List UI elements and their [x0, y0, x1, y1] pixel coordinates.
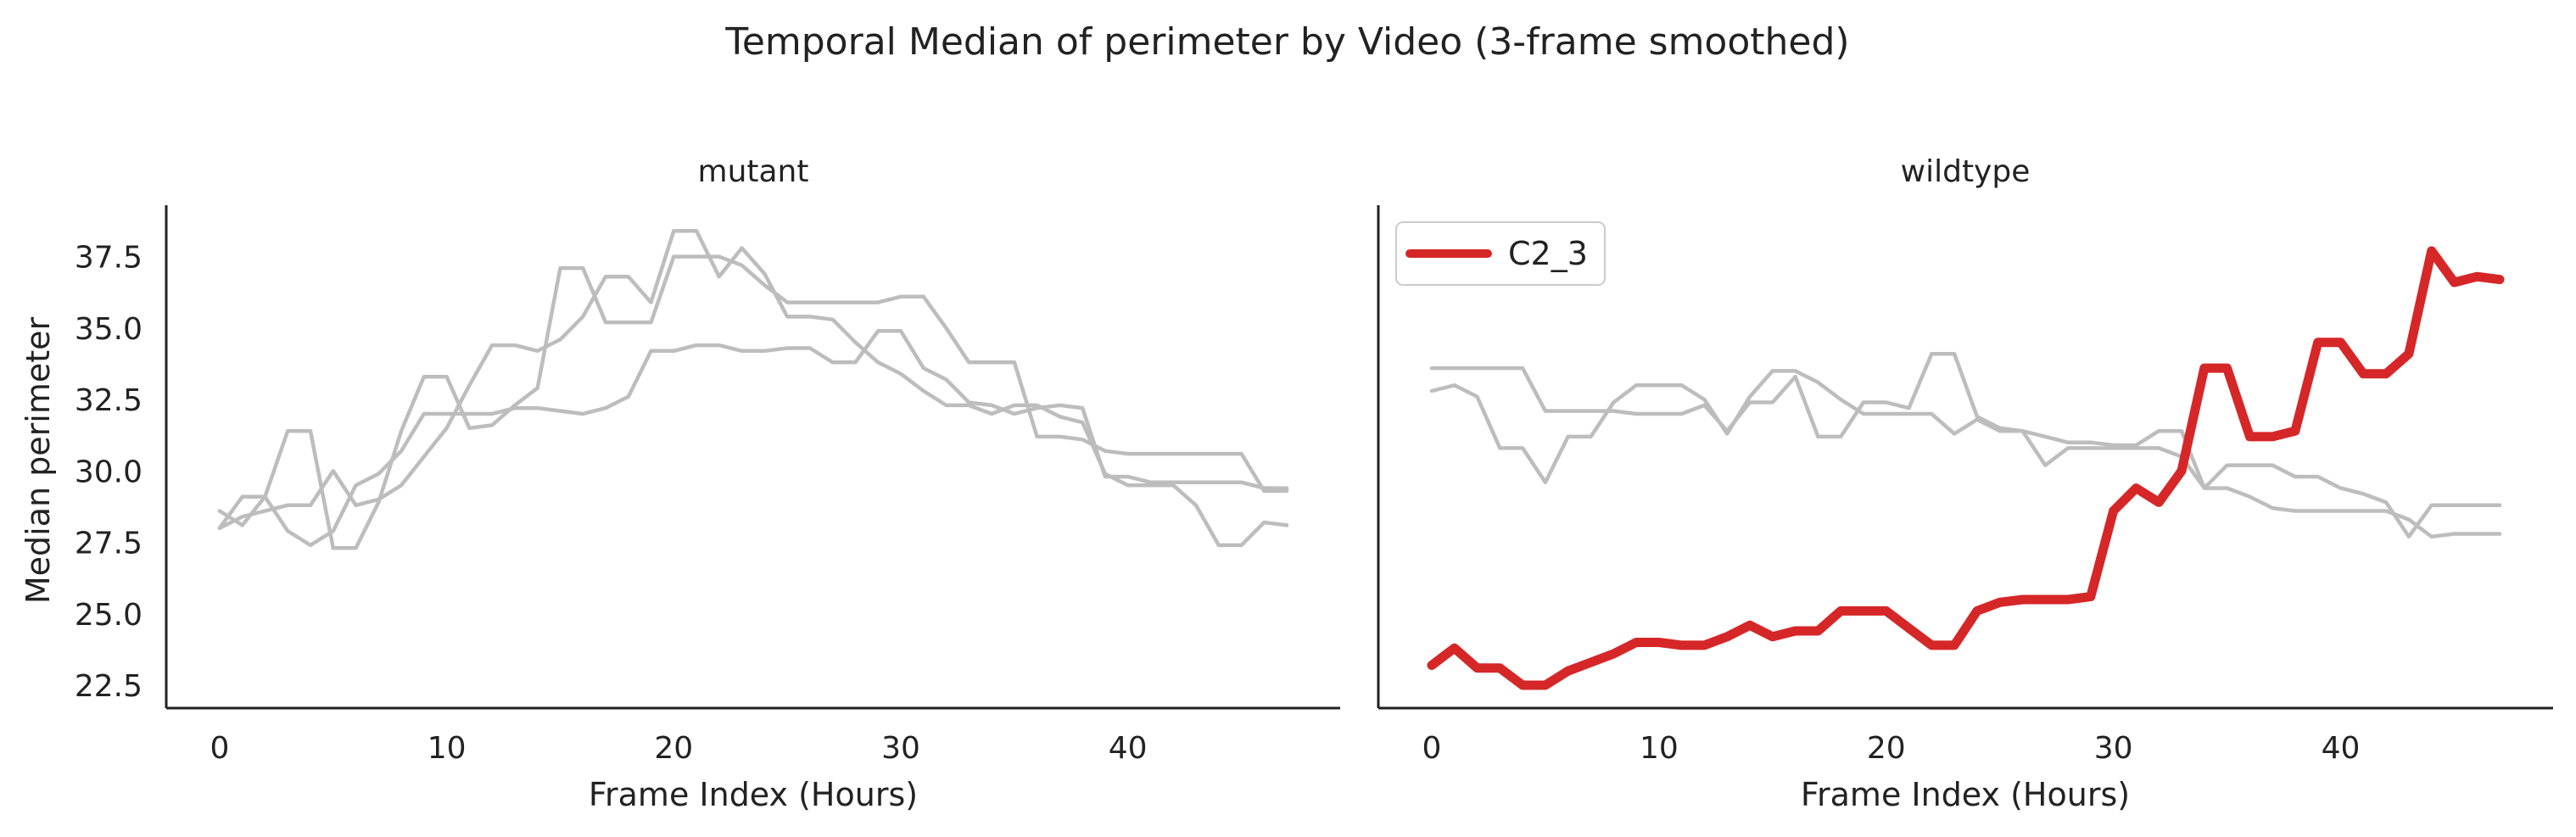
axis-ticks: 0 10 20 30 40 [1422, 731, 2361, 766]
panel-title: mutant [698, 154, 809, 189]
x-tick-label: 10 [1640, 731, 1679, 766]
y-tick-label: 25.0 [75, 598, 142, 633]
x-tick-label: 0 [210, 731, 229, 766]
svg-text:Frame Index (Hours): Frame Index (Hours) [1801, 776, 2130, 813]
axis-spines [1377, 205, 2553, 710]
y-tick-label: 30.0 [75, 455, 142, 489]
series-line-highlight [1427, 246, 2505, 690]
x-tick-label: 20 [654, 731, 693, 766]
y-tick-label: 32.5 [75, 383, 142, 418]
panel-title: wildtype [1901, 154, 2031, 189]
x-tick-label: 0 [1422, 731, 1442, 766]
x-axis-label: Frame Index (Hours) [589, 776, 918, 813]
y-tick-label: 22.5 [75, 669, 142, 704]
svg-text:Frame Index (Hours): Frame Index (Hours) [589, 776, 918, 813]
x-axis-label: Frame Index (Hours) [1801, 776, 2130, 813]
axis-ticks: 0 10 20 30 40 22.5 25.0 27.5 30.0 32.5 35.0 37.5 [75, 241, 1148, 766]
x-tick-label: 40 [2322, 731, 2361, 766]
series-line [217, 254, 1289, 550]
x-tick-label: 30 [881, 731, 920, 766]
x-tick-label: 40 [1109, 731, 1148, 766]
panel-wildtype: wildtype Frame Index (Hours) 0 10 20 30 40 C… [1377, 154, 2553, 813]
y-axis-label: Median perimeter [20, 316, 57, 604]
x-tick-label: 30 [2094, 731, 2133, 766]
y-tick-label: 35.0 [75, 312, 142, 347]
y-tick-label: 27.5 [75, 527, 142, 561]
series-line [217, 329, 1289, 548]
x-tick-label: 10 [427, 731, 467, 766]
x-tick-label: 20 [1867, 731, 1906, 766]
series-line [217, 229, 1289, 548]
legend-box [1395, 221, 1606, 286]
svg-text:Median perimeter: Median perimeter [20, 316, 57, 604]
legend-label: C2_3 [1508, 235, 1588, 272]
series-group [1427, 246, 2505, 690]
y-tick-label: 37.5 [75, 241, 142, 276]
panel-mutant: mutant Frame Index (Hours) Median perime… [20, 154, 1340, 813]
axis-spines [165, 205, 1340, 710]
figure-title: Temporal Median of perimeter by Video (3… [724, 20, 1849, 64]
series-group [217, 229, 1289, 550]
series-line [1429, 369, 2502, 539]
legend: C2_3 [1395, 221, 1606, 286]
